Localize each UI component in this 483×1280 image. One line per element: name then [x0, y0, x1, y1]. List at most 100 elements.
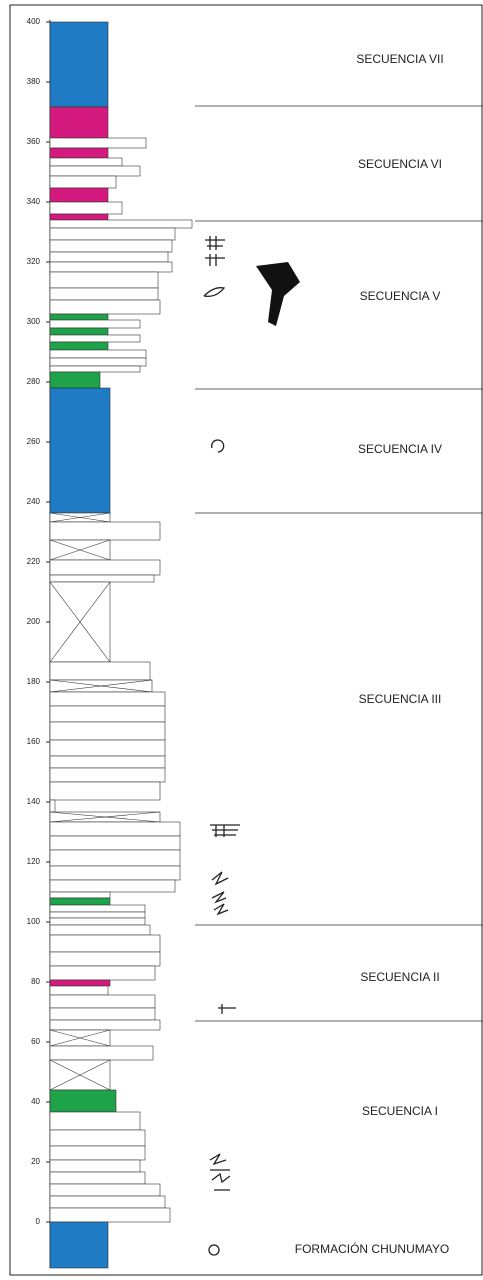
tick-label: 380: [27, 77, 41, 86]
bed: [50, 328, 108, 335]
sequence-label: SECUENCIA II: [360, 970, 439, 984]
bed: [50, 918, 145, 925]
bed: [50, 252, 168, 262]
bed: [50, 980, 110, 986]
bed: [50, 740, 165, 756]
bed: [50, 158, 122, 166]
bed: [50, 1090, 116, 1112]
bed: [50, 925, 150, 935]
tick-label: 320: [27, 257, 41, 266]
bed: [50, 358, 146, 366]
tick-label: 140: [27, 797, 41, 806]
bed: [50, 188, 108, 202]
bed: [50, 706, 165, 722]
tick-label: 120: [27, 857, 41, 866]
bed: [50, 300, 160, 314]
tick-label: 180: [27, 677, 41, 686]
bed: [50, 1208, 170, 1222]
bed: [50, 952, 160, 966]
bed: [50, 782, 160, 800]
bed: [50, 912, 145, 918]
bed: [50, 995, 155, 1008]
bed: [50, 366, 140, 372]
bed: [50, 1146, 145, 1160]
bed: [50, 138, 146, 148]
tick-label: 300: [27, 317, 41, 326]
bed: [50, 107, 108, 138]
bed: [50, 288, 158, 300]
sequence-label: SECUENCIA III: [359, 692, 442, 706]
paleocurrent-symbol: [256, 262, 300, 326]
bed: [50, 1172, 145, 1184]
bed: [50, 262, 172, 272]
bed: [50, 148, 108, 158]
formation-label: FORMACIÓN CHUNUMAYO: [295, 1241, 449, 1256]
bed: [50, 1160, 140, 1172]
bed: [50, 966, 155, 980]
tick-label: 100: [27, 917, 41, 926]
bed: [50, 22, 108, 107]
bed: [50, 1020, 160, 1030]
bed: [50, 1184, 160, 1196]
bed: [50, 560, 160, 575]
bed: [50, 1222, 108, 1268]
bed: [50, 866, 180, 880]
tick-label: 0: [36, 1217, 41, 1226]
bed: [50, 240, 172, 252]
tick-label: 40: [31, 1097, 40, 1106]
bed: [50, 176, 116, 188]
tick-label: 80: [31, 977, 40, 986]
bed: [50, 314, 108, 320]
tick-label: 220: [27, 557, 41, 566]
bed: [50, 836, 180, 850]
tick-label: 200: [27, 617, 41, 626]
bed: [50, 214, 108, 220]
bed: [50, 202, 122, 214]
bed: [50, 272, 158, 288]
tick-label: 60: [31, 1037, 40, 1046]
bed: [50, 768, 165, 782]
tick-label: 360: [27, 137, 41, 146]
bed: [50, 898, 110, 905]
sequence-label: SECUENCIA V: [360, 289, 441, 303]
bed: [50, 986, 108, 995]
bed: [50, 1008, 155, 1020]
bed: [50, 935, 160, 952]
bed: [50, 662, 150, 680]
bed: [50, 722, 165, 740]
sequence-label: SECUENCIA VI: [358, 157, 442, 171]
bed: [50, 880, 175, 892]
sequence-label: SECUENCIA I: [362, 1104, 438, 1118]
bed: [50, 335, 140, 342]
stratigraphic-column: 0 20 40 60 80 100 120 140 160 180 200 220 240 260 280 3…: [0, 0, 483, 1280]
tick-label: 400: [27, 17, 41, 26]
bed: [50, 342, 108, 350]
tick-label: 260: [27, 437, 41, 446]
bed: [50, 350, 146, 358]
bed: [50, 1046, 153, 1060]
bed: [50, 388, 110, 513]
tick-label: 240: [27, 497, 41, 506]
bed: [50, 905, 145, 912]
bed: [50, 228, 175, 240]
tick-label: 160: [27, 737, 41, 746]
bed: [50, 1196, 165, 1208]
bed: [50, 575, 154, 582]
bed: [50, 822, 180, 836]
tick-label: 280: [27, 377, 41, 386]
bed: [50, 1130, 145, 1146]
tick-label: 20: [31, 1157, 40, 1166]
bed: [50, 756, 165, 768]
tick-label: 340: [27, 197, 41, 206]
bed: [50, 892, 110, 898]
bed: [50, 850, 180, 866]
sequence-label: SECUENCIA IV: [358, 442, 442, 456]
bed: [50, 522, 160, 540]
bed: [50, 372, 100, 388]
bed: [50, 320, 140, 328]
bed: [50, 692, 165, 706]
bed: [50, 1112, 140, 1130]
bed: [50, 166, 140, 176]
bed: [50, 800, 55, 812]
bed: [50, 220, 192, 228]
